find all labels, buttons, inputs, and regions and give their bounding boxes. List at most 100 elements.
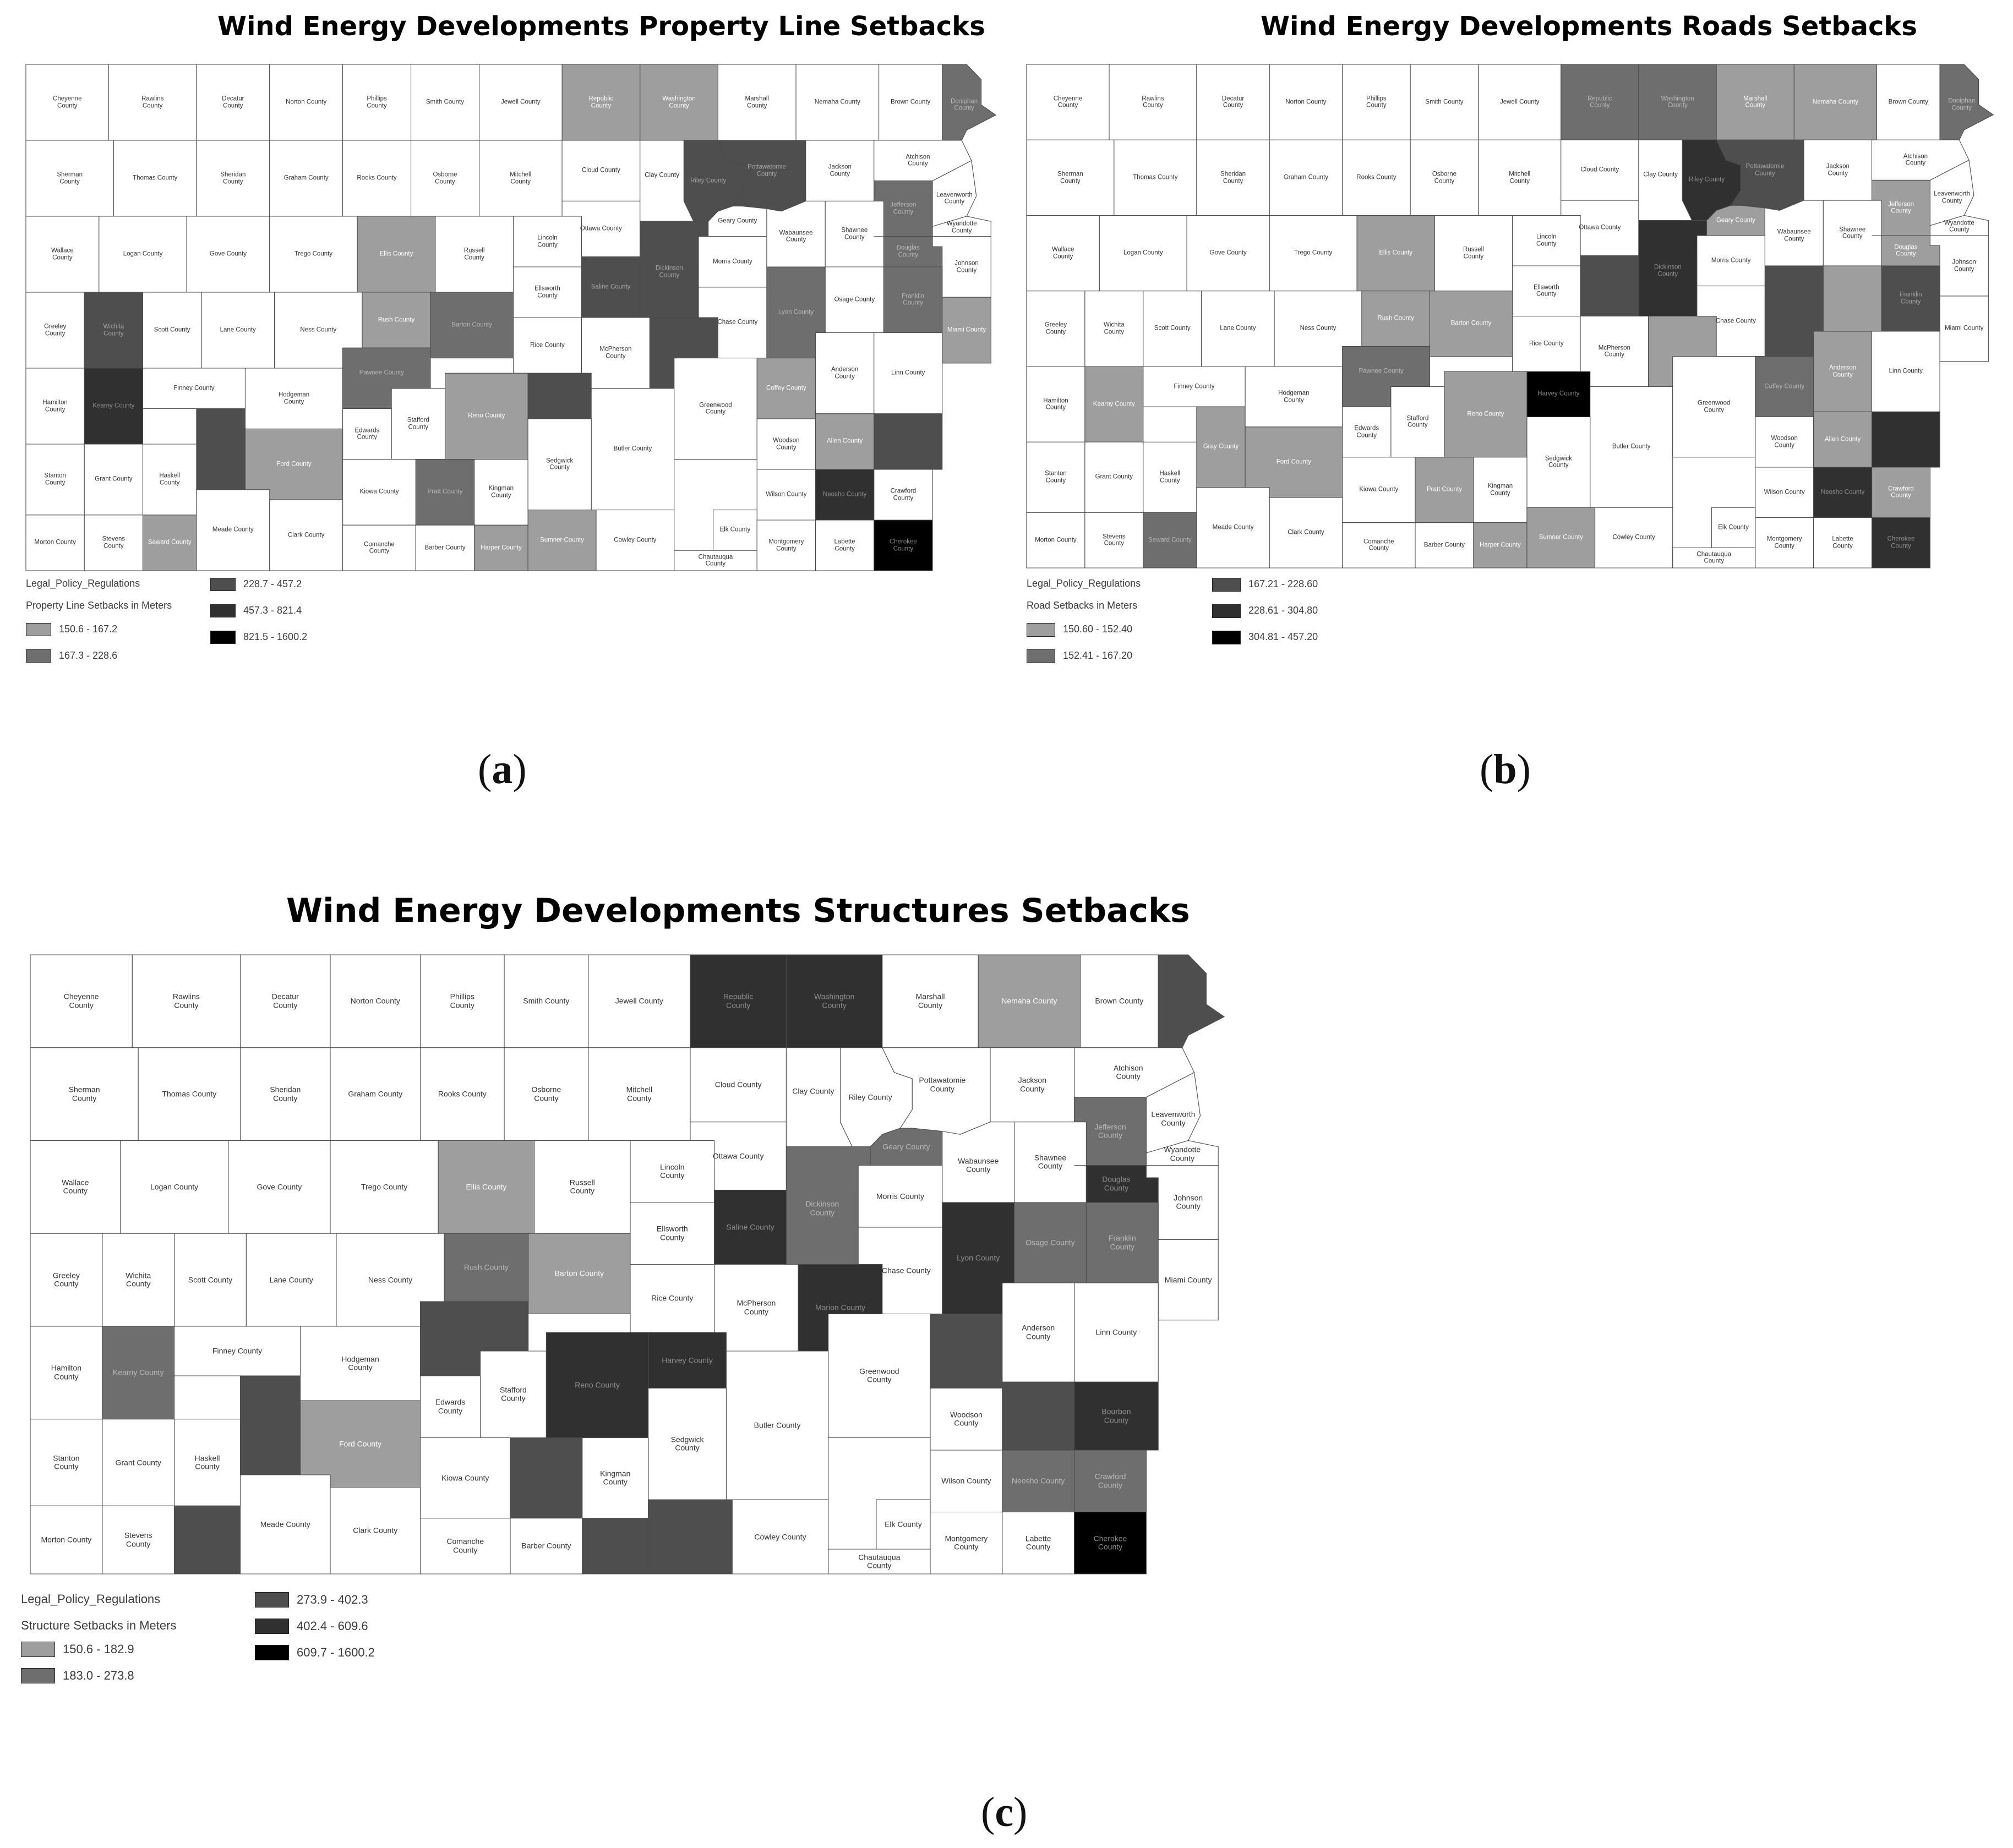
county-label-saline: Saline County bbox=[591, 283, 631, 291]
legend-b-label-1: 152.41 - 167.20 bbox=[1063, 650, 1133, 661]
legend-c-swatch-3 bbox=[255, 1619, 289, 1634]
legend-b-label-3: 228.61 - 304.80 bbox=[1248, 605, 1318, 616]
county-label-haskell: Haskell County bbox=[1159, 470, 1181, 484]
county-label-shawnee: Shawnee County bbox=[841, 227, 868, 241]
county-label-cherokee: Cherokee County bbox=[889, 538, 917, 552]
county-label-rawlins: Rawlins County bbox=[172, 992, 200, 1010]
county-label-barton: Barton County bbox=[1450, 320, 1492, 327]
county-label-jefferson: Jefferson County bbox=[890, 201, 917, 216]
county-label-jewell: Jewell County bbox=[1499, 99, 1540, 106]
county-label-rawlins: Rawlins County bbox=[1142, 95, 1164, 109]
county-label-graham: Graham County bbox=[348, 1089, 403, 1098]
county-label-kearny: Kearny County bbox=[1093, 401, 1135, 408]
county-label-wabaunsee: Wabaunsee County bbox=[1777, 228, 1811, 243]
county-label-decatur: Decatur County bbox=[271, 992, 299, 1010]
county-label-logan: Logan County bbox=[123, 250, 163, 258]
county-label-stevens: Stevens County bbox=[124, 1530, 152, 1549]
county-label-miami: Miami County bbox=[1945, 325, 1984, 332]
county-sumner bbox=[648, 1500, 733, 1574]
county-label-mitchell: Mitchell County bbox=[510, 171, 532, 185]
county-label-mcpherson: McPherson County bbox=[737, 1298, 776, 1316]
county-label-ellis: Ellis County bbox=[379, 250, 413, 258]
county-label-finney: Finney County bbox=[1174, 383, 1215, 390]
county-label-woodson: Woodson County bbox=[950, 1410, 983, 1428]
county-label-wabaunsee: Wabaunsee County bbox=[779, 229, 813, 243]
county-label-clark: Clark County bbox=[353, 1526, 398, 1535]
county-label-riley: Riley County bbox=[690, 177, 727, 184]
county-label-pottawatomie: Pottawatomie County bbox=[748, 163, 786, 178]
county-label-morton: Morton County bbox=[1035, 537, 1077, 544]
county-label-jefferson: Jefferson County bbox=[1887, 201, 1914, 215]
county-label-cowley: Cowley County bbox=[754, 1532, 806, 1541]
county-label-coffey: Coffey County bbox=[1764, 383, 1805, 390]
county-label-logan: Logan County bbox=[1123, 249, 1163, 256]
legend-b-swatch-1 bbox=[1027, 649, 1055, 663]
county-label-wallace: Wallace County bbox=[51, 247, 74, 261]
county-label-stafford: Stafford County bbox=[407, 417, 429, 431]
county-label-morris: Morris County bbox=[876, 1191, 925, 1201]
county-label-nemaha: Nemaha County bbox=[814, 99, 860, 106]
county-label-atchison: Atchison County bbox=[1903, 153, 1928, 167]
panel-label-b: (b) bbox=[1480, 746, 1531, 792]
county-label-finney: Finney County bbox=[173, 385, 215, 392]
county-label-butler: Butler County bbox=[1612, 444, 1651, 451]
county-label-allen: Allen County bbox=[1824, 436, 1861, 443]
county-label-ford: Ford County bbox=[339, 1439, 382, 1448]
county-label-butler: Butler County bbox=[754, 1420, 801, 1430]
county-label-mcpherson: McPherson County bbox=[599, 346, 632, 360]
legend-a-label-3: 457.3 - 821.4 bbox=[243, 605, 302, 616]
county-label-rush: Rush County bbox=[463, 1262, 509, 1272]
map-b bbox=[1027, 64, 1998, 568]
county-label-kingman: Kingman County bbox=[600, 1469, 631, 1486]
county-label-thomas: Thomas County bbox=[162, 1089, 217, 1098]
county-label-cowley: Cowley County bbox=[1612, 534, 1655, 541]
legend-a-swatch-1 bbox=[26, 649, 51, 663]
legend-c-swatch-4 bbox=[255, 1645, 289, 1660]
county-label-dickinson: Dickinson County bbox=[805, 1199, 839, 1217]
county-label-ellsworth: Ellsworth County bbox=[1533, 284, 1559, 298]
county-label-pratt: Pratt County bbox=[427, 489, 463, 496]
county-label-brown: Brown County bbox=[1888, 99, 1928, 106]
county-harvey bbox=[528, 373, 591, 419]
county-label-edwards: Edwards County bbox=[435, 1397, 466, 1415]
county-label-sedgwick: Sedgwick County bbox=[670, 1435, 704, 1452]
county-label-ness: Ness County bbox=[300, 326, 337, 333]
county-label-republic: Republic County bbox=[1587, 95, 1612, 109]
county-label-stanton: Stanton County bbox=[53, 1453, 80, 1471]
county-label-cheyenne: Cheyenne County bbox=[63, 992, 99, 1010]
county-label-lane: Lane County bbox=[269, 1275, 313, 1284]
panel-label-c: (c) bbox=[981, 1789, 1028, 1835]
county-label-brown: Brown County bbox=[891, 99, 931, 106]
county-label-morton: Morton County bbox=[34, 539, 76, 546]
county-label-scott: Scott County bbox=[154, 326, 190, 333]
county-label-smith: Smith County bbox=[523, 996, 570, 1005]
county-label-clay: Clay County bbox=[645, 172, 679, 179]
county-label-lane: Lane County bbox=[220, 326, 256, 333]
county-seward bbox=[174, 1506, 241, 1574]
map-c bbox=[30, 955, 1230, 1574]
county-label-wallace: Wallace County bbox=[1051, 246, 1074, 260]
county-label-stafford: Stafford County bbox=[500, 1385, 527, 1403]
panel-label-a: (a) bbox=[478, 746, 527, 792]
county-label-haskell: Haskell County bbox=[194, 1453, 220, 1471]
county-label-osborne: Osborne County bbox=[1432, 171, 1456, 184]
county-label-russell: Russell County bbox=[463, 247, 485, 261]
county-label-elk: Elk County bbox=[885, 1519, 922, 1529]
county-label-barber: Barber County bbox=[424, 544, 466, 551]
county-label-rice: Rice County bbox=[651, 1293, 694, 1303]
county-label-smith: Smith County bbox=[426, 99, 465, 106]
county-label-kiowa: Kiowa County bbox=[1359, 486, 1399, 493]
county-label-anderson: Anderson County bbox=[1022, 1323, 1055, 1341]
county-label-franklin: Franklin County bbox=[1899, 291, 1922, 305]
legend-a-swatch-4 bbox=[210, 631, 236, 644]
map-a bbox=[26, 64, 1001, 571]
county-label-cloud: Cloud County bbox=[1580, 166, 1619, 173]
county-label-grant: Grant County bbox=[1095, 473, 1133, 480]
county-label-jewell: Jewell County bbox=[500, 99, 541, 106]
county-label-osage: Osage County bbox=[1025, 1238, 1075, 1247]
county-label-marshall: Marshall County bbox=[745, 95, 769, 109]
county-label-reno: Reno County bbox=[575, 1380, 620, 1390]
county-label-seward: Seward County bbox=[148, 539, 192, 546]
county-label-linn: Linn County bbox=[1095, 1327, 1137, 1337]
